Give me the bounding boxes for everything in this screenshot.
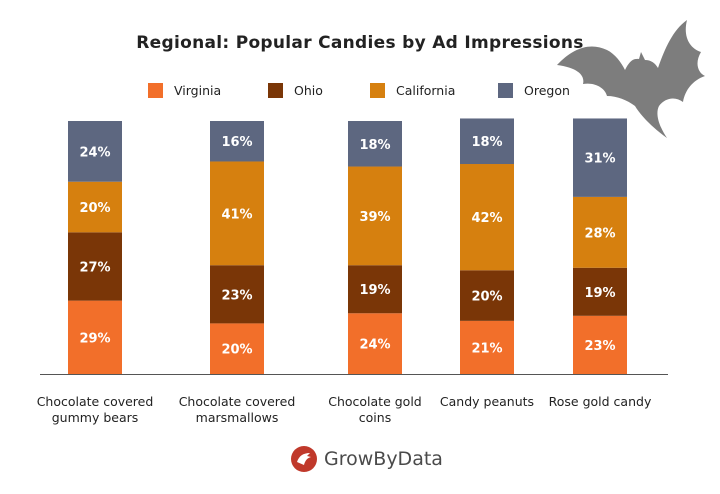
bar-segment — [460, 270, 514, 321]
bar-segment — [68, 121, 122, 182]
data-label: 16% — [221, 135, 252, 150]
legend-swatch — [498, 83, 513, 98]
logo-text: GrowByData — [324, 448, 443, 470]
chart-title: Regional: Popular Candies by Ad Impressi… — [136, 33, 584, 53]
bar-segment — [348, 121, 402, 167]
bar-segment — [460, 320, 514, 374]
logo-mark-icon — [291, 446, 317, 472]
bar-segment — [68, 232, 122, 301]
bar-segment — [573, 118, 627, 197]
bat-silhouette — [557, 20, 705, 138]
legend-swatch — [148, 83, 163, 98]
bar-segment — [460, 118, 514, 165]
legend: Virginia Ohio California Oregon — [0, 82, 720, 100]
data-label: 18% — [471, 135, 502, 150]
bar-segment — [348, 313, 402, 374]
x-tick-label: Chocolate covered — [37, 394, 154, 409]
data-label: 23% — [584, 339, 615, 354]
data-label: 19% — [584, 286, 615, 301]
data-label: 42% — [471, 211, 502, 226]
x-tick-label: Rose gold candy — [549, 394, 652, 409]
data-label: 24% — [359, 338, 390, 353]
data-label: 23% — [221, 288, 252, 303]
x-tick-label: Chocolate covered — [179, 394, 296, 409]
legend-swatch — [268, 83, 283, 98]
legend-swatch — [370, 83, 385, 98]
legend-label: Oregon — [524, 83, 570, 98]
data-label: 21% — [471, 341, 502, 356]
bar-segment — [210, 161, 264, 266]
bar-segment — [573, 196, 627, 268]
legend-label: Virginia — [174, 83, 222, 98]
x-tick-label: coins — [359, 410, 391, 425]
x-tick-label: marsmallows — [196, 410, 279, 425]
brand-logo: GrowByData — [290, 445, 443, 475]
bar-segment — [210, 265, 264, 324]
legend-label: Ohio — [294, 83, 323, 98]
bar-segment — [573, 267, 627, 316]
x-tick-label: Chocolate gold — [328, 394, 422, 409]
x-tick-label: Candy peanuts — [440, 394, 534, 409]
bar-segment — [573, 315, 627, 374]
data-label: 18% — [359, 138, 390, 153]
bar-segment — [210, 323, 264, 374]
bar-segment — [68, 181, 122, 233]
bat-icon — [557, 20, 705, 138]
data-label: 20% — [221, 343, 252, 358]
bar-segment — [348, 265, 402, 314]
x-tick-label: gummy bears — [52, 410, 139, 425]
data-label: 24% — [79, 145, 110, 160]
data-label: 27% — [79, 260, 110, 275]
bar-segment — [210, 121, 264, 162]
data-label: 28% — [584, 226, 615, 241]
data-label: 31% — [584, 152, 615, 167]
data-label: 19% — [359, 283, 390, 298]
bar-segment — [68, 300, 122, 374]
data-label: 20% — [471, 290, 502, 305]
data-label: 39% — [359, 210, 390, 225]
bar-segment — [460, 164, 514, 271]
data-label: 29% — [79, 331, 110, 346]
data-label: 20% — [79, 201, 110, 216]
data-label: 41% — [221, 207, 252, 222]
legend-label: California — [396, 83, 456, 98]
bar-segment — [348, 166, 402, 266]
